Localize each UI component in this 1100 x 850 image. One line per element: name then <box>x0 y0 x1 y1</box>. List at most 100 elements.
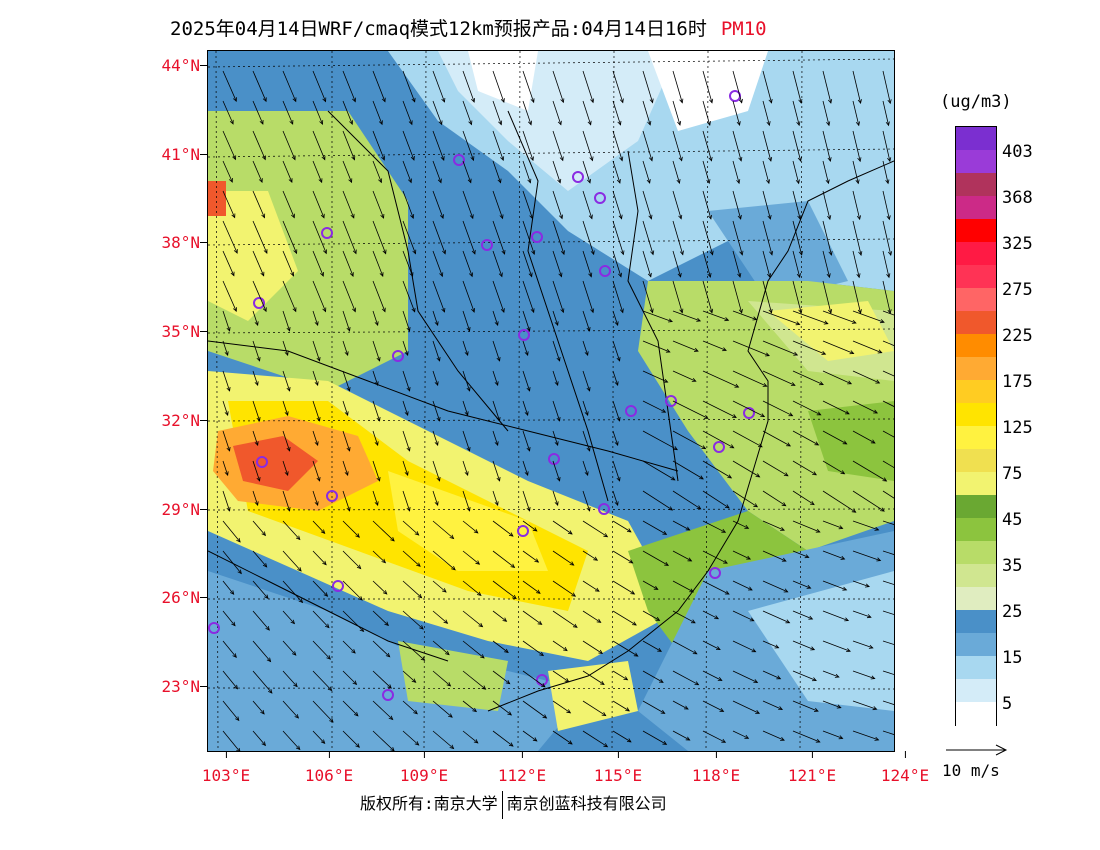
wind-vector <box>882 490 894 499</box>
wind-vector <box>882 370 894 377</box>
lat-label: 44°N <box>120 56 207 75</box>
wind-arrowhead-icon <box>442 249 446 255</box>
wind-arrowhead-icon <box>481 685 487 690</box>
wind-vector <box>582 130 593 161</box>
wind-vector <box>372 490 379 506</box>
wind-vector <box>252 400 260 422</box>
wind-arrowhead-icon <box>796 121 801 127</box>
wind-vector <box>252 130 266 160</box>
wind-vector <box>612 370 619 386</box>
wind-arrowhead-icon <box>448 713 453 718</box>
wind-arrowhead-icon <box>755 473 761 478</box>
wind-vector <box>222 250 235 276</box>
wind-vector <box>732 370 767 387</box>
wind-arrowhead-icon <box>886 215 891 221</box>
wind-arrowhead-icon <box>721 738 727 743</box>
wind-arrowhead-icon <box>349 272 354 277</box>
wind-vector <box>372 520 395 542</box>
wind-vector <box>702 640 721 650</box>
legend-unit: (ug/m3) <box>940 92 1012 112</box>
region-red-orange-core <box>233 436 318 491</box>
wind-arrowhead-icon <box>322 97 327 103</box>
wind-vector <box>372 70 386 102</box>
wind-vector <box>612 520 632 533</box>
wind-arrowhead-icon <box>346 446 351 452</box>
wind-arrowhead-icon <box>596 618 602 623</box>
wind-vector <box>252 220 268 254</box>
region-yellow-yellowsea <box>768 301 894 361</box>
forecast-map[interactable] <box>207 50 895 752</box>
wind-arrowhead-icon <box>473 529 479 534</box>
wind-arrowhead-icon <box>528 120 532 126</box>
wind-vector <box>282 130 296 160</box>
wind-arrowhead-icon <box>790 382 796 386</box>
wind-vector <box>462 280 475 313</box>
wind-vector <box>792 280 802 314</box>
wind-arrowhead-icon <box>717 677 723 681</box>
wind-vector <box>582 730 608 748</box>
wind-arrowhead-icon <box>291 213 295 219</box>
wind-vector <box>582 640 603 654</box>
wind-vector <box>732 520 749 529</box>
wind-vector <box>852 580 870 587</box>
wind-arrowhead-icon <box>806 584 812 589</box>
wind-vector <box>612 250 622 277</box>
wind-vector <box>432 460 440 482</box>
wind-vector <box>672 160 680 184</box>
wind-vector <box>432 400 440 422</box>
wind-arrowhead-icon <box>846 648 851 652</box>
wind-arrowhead-icon <box>593 556 599 561</box>
wind-arrowhead-icon <box>653 585 659 590</box>
wind-vector <box>252 670 273 694</box>
wind-arrowhead-icon <box>673 446 678 451</box>
wind-vector <box>732 610 754 622</box>
legend-swatch <box>956 196 996 220</box>
wind-vector <box>342 310 350 332</box>
wind-vector <box>672 670 699 686</box>
wind-vector <box>552 250 562 277</box>
wind-arrowhead-icon <box>887 309 892 315</box>
wind-vector <box>342 430 350 452</box>
wind-arrowhead-icon <box>757 443 763 448</box>
wind-vector <box>672 340 699 352</box>
wind-arrowhead-icon <box>630 590 636 595</box>
wind-arrowhead-icon <box>226 506 231 512</box>
wind-vector <box>462 640 485 659</box>
lon-label: 118°E <box>691 751 741 785</box>
wind-arrowhead-icon <box>496 476 501 482</box>
wind-vector <box>402 640 425 661</box>
wind-arrowhead-icon <box>738 308 743 314</box>
legend-swatch <box>956 334 996 358</box>
wind-arrowhead-icon <box>662 740 668 745</box>
wind-vector <box>792 340 826 355</box>
wind-vector <box>222 460 229 476</box>
wind-vector <box>342 580 363 601</box>
wind-arrowhead-icon <box>851 508 857 513</box>
wind-arrowhead-icon <box>441 307 446 313</box>
wind-arrowhead-icon <box>736 121 741 126</box>
lon-label: 103°E <box>201 751 251 785</box>
wind-arrowhead-icon <box>567 530 573 535</box>
wind-vector <box>492 580 517 599</box>
wind-vector <box>462 730 479 744</box>
wind-vector <box>312 220 327 254</box>
wind-arrowhead-icon <box>224 471 229 477</box>
lat-label: 23°N <box>120 677 207 696</box>
wind-arrowhead-icon <box>564 678 570 683</box>
wind-vector <box>282 550 302 572</box>
wind-vector <box>762 340 798 356</box>
wind-vector <box>552 340 560 362</box>
wind-vector <box>282 730 301 750</box>
wind-vector <box>852 490 885 512</box>
wind-arrowhead-icon <box>821 351 827 355</box>
wind-arrowhead-icon <box>436 416 441 422</box>
wind-arrowhead-icon <box>408 178 412 184</box>
wind-arrowhead-icon <box>262 97 267 103</box>
legend-swatch <box>956 288 996 312</box>
wind-vector <box>822 520 843 529</box>
wind-arrowhead-icon <box>232 155 237 161</box>
wind-arrowhead-icon <box>526 506 531 512</box>
wind-vector <box>702 190 712 220</box>
wind-arrowhead-icon <box>778 706 784 710</box>
wind-vector <box>792 220 803 255</box>
